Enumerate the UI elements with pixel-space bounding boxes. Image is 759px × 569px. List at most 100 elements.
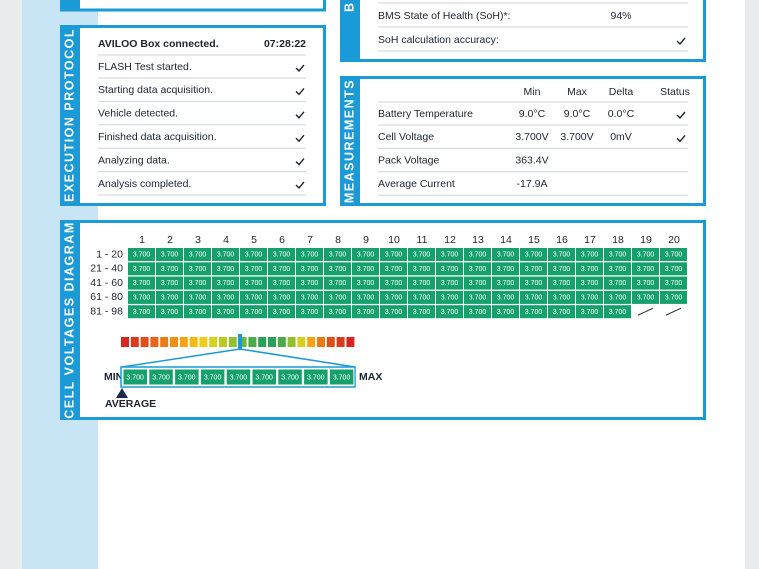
panel-label: B	[342, 1, 356, 12]
empty-cell	[637, 307, 654, 316]
cell	[632, 276, 659, 290]
scale-segment	[209, 337, 218, 347]
cell-voltage: 3.700	[217, 309, 235, 316]
column-number: 6	[279, 234, 285, 246]
cell-voltage: 3.700	[609, 280, 627, 287]
cell	[156, 276, 183, 290]
cell-voltage: 3.700	[385, 266, 403, 273]
cell	[156, 262, 183, 276]
cell	[548, 248, 575, 261]
step-text: Finished data acquisition.	[98, 131, 217, 143]
cell	[128, 262, 155, 276]
cell	[212, 248, 239, 261]
cell-voltage: 3.700	[273, 280, 291, 287]
cell-voltage: 3.700	[497, 309, 515, 316]
cell	[548, 305, 575, 319]
cell	[576, 290, 603, 304]
cell-voltage: 3.700	[609, 266, 627, 273]
cell	[408, 276, 435, 290]
cell-voltage: 3.700	[245, 280, 263, 287]
scale-segment	[199, 337, 208, 347]
cell-voltage: 3.700	[385, 252, 403, 259]
cell	[436, 290, 463, 304]
cell	[632, 290, 659, 304]
cell-voltage: 3.700	[301, 252, 319, 259]
cell-voltage: 3.700	[245, 295, 263, 302]
cell	[240, 290, 267, 304]
cell	[268, 262, 295, 276]
cell	[660, 262, 687, 276]
cell	[240, 276, 267, 290]
cell-voltage: 3.700	[189, 309, 207, 316]
cell-voltage: 3.700	[413, 252, 431, 259]
cell-voltage: 3.700	[637, 295, 655, 302]
column-number: 16	[556, 234, 568, 246]
cell	[352, 290, 379, 304]
cell-voltage: 3.700	[133, 252, 151, 259]
exec-header: AVILOO Box connected.	[98, 38, 219, 50]
cell-voltage: 3.700	[581, 280, 599, 287]
column-number: 9	[363, 234, 369, 246]
zoom-cell	[277, 368, 303, 386]
column-number: 5	[251, 234, 257, 246]
cell	[352, 305, 379, 319]
column-number: 19	[640, 234, 652, 246]
cell	[324, 262, 351, 276]
cell-voltage: 3.700	[553, 266, 571, 273]
step-text: Analysis completed.	[98, 178, 191, 190]
check-icon	[295, 87, 305, 96]
panel-label: MEASUREMENTS	[342, 79, 356, 203]
cell-voltage: 3.700	[357, 252, 375, 259]
cell	[548, 262, 575, 276]
cell	[520, 305, 547, 319]
cell-voltage: 3.700	[497, 280, 515, 287]
cell-voltage: 3.700	[329, 280, 347, 287]
cell	[548, 276, 575, 290]
cell	[380, 276, 407, 290]
cell	[184, 276, 211, 290]
scale-segment	[336, 337, 345, 347]
cell	[212, 262, 239, 276]
cell-voltage: 3.700	[133, 309, 151, 316]
check-icon	[295, 111, 305, 119]
cell-voltage: 3.700	[413, 266, 431, 273]
cell	[268, 305, 295, 319]
cell	[352, 248, 379, 261]
row-label: BMS State of Health (SoH)*:	[378, 10, 510, 22]
cell-voltage: 3.700	[245, 266, 263, 273]
cell	[576, 248, 603, 261]
step-text: Vehicle detected.	[98, 108, 178, 120]
cell	[492, 262, 519, 276]
zoom-cell	[122, 368, 148, 386]
column-number: 13	[472, 234, 484, 246]
column-number: 3	[195, 234, 201, 246]
row-value: 0mV	[610, 131, 632, 143]
panel-strip	[60, 25, 80, 206]
panel-strip	[60, 220, 80, 420]
cell	[408, 248, 435, 261]
column-header: Delta	[609, 86, 634, 98]
cell	[492, 248, 519, 261]
scale-pointer	[238, 334, 242, 350]
zoom-guide	[121, 348, 356, 368]
cell	[212, 276, 239, 290]
row-label: Average Current	[378, 178, 455, 190]
cell	[408, 262, 435, 276]
cell-voltage: 3.700	[217, 295, 235, 302]
zoom-cell	[148, 368, 174, 386]
cell-voltage: 3.700	[413, 295, 431, 302]
cell	[660, 276, 687, 290]
cell-voltage: 3.700	[329, 295, 347, 302]
cell-voltage: 3.700	[469, 280, 487, 287]
cell-voltage: 3.700	[385, 309, 403, 316]
row-range: 41 - 60	[90, 277, 123, 289]
scale-segment	[297, 337, 306, 347]
cell	[604, 276, 631, 290]
row-range: 21 - 40	[90, 263, 123, 275]
column-number: 8	[335, 234, 341, 246]
cell-voltage: 3.700	[385, 280, 403, 287]
cell	[604, 248, 631, 261]
cell-voltage: 3.700	[189, 252, 207, 259]
zoom-cell	[328, 368, 355, 386]
cell	[604, 305, 631, 319]
